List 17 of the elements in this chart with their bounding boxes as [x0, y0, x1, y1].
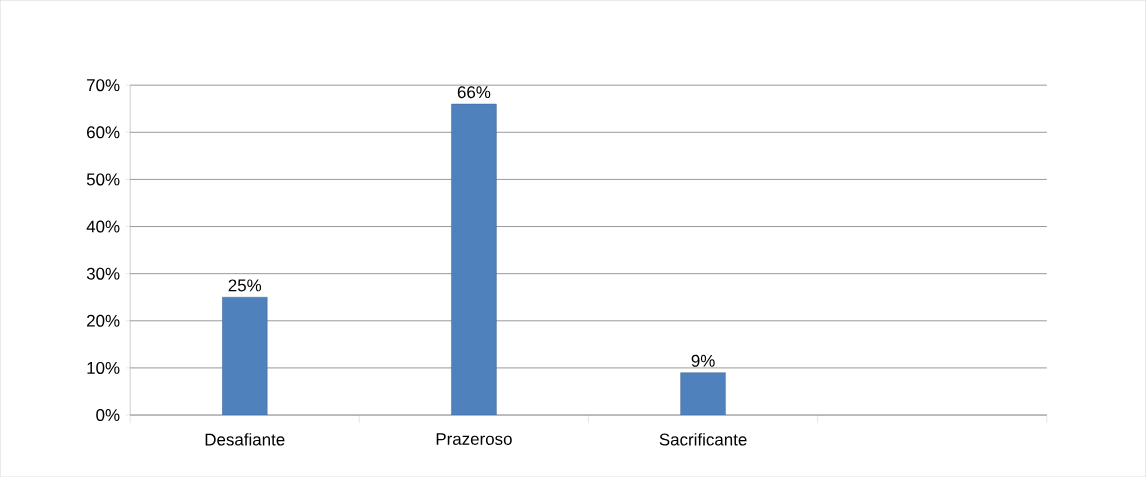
- x-tick-label: Desafiante: [205, 433, 285, 446]
- y-tick-label: 70%: [87, 79, 120, 92]
- data-label: 66%: [457, 86, 491, 99]
- y-tick-label: 20%: [87, 314, 120, 327]
- y-tick-label: 10%: [87, 361, 120, 374]
- y-tick-label: 50%: [86, 173, 120, 186]
- bar: [222, 296, 268, 415]
- data-label: 9%: [691, 354, 715, 367]
- bar: [680, 372, 726, 415]
- x-tick-label: Prazeroso: [436, 433, 512, 445]
- x-tick-label: Sacrificante: [659, 433, 747, 446]
- y-tick-label: 0%: [96, 408, 120, 421]
- y-tick-label: 30%: [86, 267, 120, 280]
- data-label: 25%: [228, 279, 262, 292]
- bar: [451, 103, 497, 415]
- y-tick-label: 60%: [87, 126, 120, 139]
- y-tick-label: 40%: [86, 220, 120, 233]
